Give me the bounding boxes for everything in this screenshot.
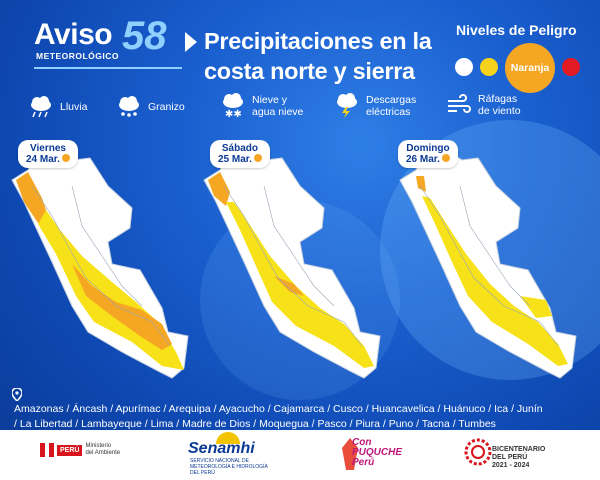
bicentenario-emblem-icon bbox=[464, 438, 492, 466]
day-name: Domingo bbox=[406, 143, 450, 154]
ministry-label: Ministerio del Ambiente bbox=[85, 443, 120, 457]
orange-zone bbox=[72, 264, 172, 350]
legend-label: Ráfagas de viento bbox=[478, 93, 521, 117]
day-date: 26 Mar. bbox=[406, 154, 440, 165]
puquche-line1: Con bbox=[352, 437, 372, 448]
arrow-icon bbox=[185, 32, 197, 52]
hail-cloud-icon bbox=[119, 96, 139, 117]
puquche-logo: Con PUQUCHE Perú bbox=[352, 438, 402, 468]
day-date: 25 Mar. bbox=[218, 154, 252, 165]
header-divider bbox=[34, 67, 182, 69]
headline-line2: costa norte y sierra bbox=[204, 58, 415, 84]
legend-wind: Ráfagas de viento bbox=[446, 93, 521, 117]
legend-label-line2: agua nieve bbox=[252, 106, 304, 118]
affected-regions: Amazonas / Áncash / Apurímac / Arequipa … bbox=[14, 402, 594, 432]
danger-levels-title: Niveles de Peligro bbox=[456, 22, 577, 38]
legend-snow: ✱✱ Nieve y agua nieve bbox=[220, 93, 303, 119]
ministry-line2: del Ambiente bbox=[85, 450, 121, 456]
sun-icon bbox=[61, 154, 70, 162]
bicentenario-line1: BICENTENARIO bbox=[492, 446, 546, 453]
region-border bbox=[459, 185, 531, 307]
peru-ministry-logo: PERÚ Ministerio del Ambiente bbox=[40, 443, 120, 457]
day-name: Sábado bbox=[221, 143, 259, 154]
day-date: 24 Mar. bbox=[26, 154, 60, 165]
sun-icon bbox=[253, 154, 262, 162]
yellow-zone bbox=[226, 202, 374, 368]
region-border bbox=[419, 185, 559, 347]
legend-label-line1: Descargas bbox=[366, 94, 417, 106]
headline-line1: Precipitaciones en la bbox=[204, 28, 432, 54]
level-yellow-dot bbox=[480, 58, 498, 76]
senamhi-logo: Senamhi bbox=[188, 440, 255, 457]
regions-line1: Amazonas / Áncash / Apurímac / Arequipa … bbox=[14, 403, 543, 415]
region-border bbox=[223, 185, 363, 347]
peru-label: PERÚ bbox=[57, 444, 83, 456]
orange-zone bbox=[208, 172, 230, 206]
bicentenario-line2: DEL PERÚ bbox=[492, 454, 528, 461]
legend-label: Nieve y agua nieve bbox=[252, 94, 303, 118]
aviso-subtitle: METEOROLÓGICO bbox=[36, 51, 119, 61]
day-badge-sabado: Sábado 25 Mar. bbox=[210, 140, 270, 168]
sun-icon bbox=[441, 154, 450, 162]
location-pin-icon bbox=[12, 388, 22, 401]
puquche-line3: Perú bbox=[352, 457, 375, 468]
ministry-line1: Ministerio bbox=[85, 443, 112, 449]
level-orange-active: Naranja bbox=[505, 43, 555, 93]
legend-label: Descargas eléctricas bbox=[366, 94, 416, 118]
bicentenario-line3: 2021 - 2024 bbox=[492, 462, 530, 469]
headline: Precipitaciones en la costa norte y sier… bbox=[204, 26, 432, 86]
bicentenario-label: BICENTENARIO DEL PERÚ 2021 - 2024 bbox=[492, 446, 545, 470]
lightning-cloud-icon bbox=[337, 93, 357, 118]
puquche-mascot-icon bbox=[342, 438, 358, 470]
puquche-line2: PUQUCHE bbox=[352, 447, 403, 458]
regions-line2: / La Libertad / Lambayeque / Lima / Madr… bbox=[14, 418, 496, 430]
svg-text:✱✱: ✱✱ bbox=[225, 109, 242, 119]
legend-label: Granizo bbox=[148, 101, 185, 113]
day-name: Viernes bbox=[29, 143, 66, 154]
yellow-zone bbox=[422, 196, 568, 366]
footer-bar bbox=[0, 430, 600, 480]
region-border bbox=[263, 185, 335, 307]
level-white-dot bbox=[455, 58, 473, 76]
legend-label-line2: eléctricas bbox=[366, 106, 411, 118]
peru-shield-icon bbox=[40, 443, 54, 457]
senamhi-sun-icon bbox=[216, 432, 240, 444]
legend-hail: Granizo bbox=[116, 96, 185, 118]
level-red-dot bbox=[562, 58, 580, 76]
region-border bbox=[71, 185, 143, 307]
day-badge-viernes: Viernes 24 Mar. bbox=[18, 140, 78, 168]
legend-label-line1: Nieve y bbox=[252, 94, 288, 106]
legend-rain: Lluvia bbox=[28, 96, 87, 118]
yellow-zone bbox=[520, 296, 552, 318]
snow-cloud-icon: ✱✱ bbox=[223, 93, 243, 119]
wind-icon bbox=[448, 94, 471, 113]
legend-label-line1: Ráfagas bbox=[478, 93, 518, 105]
region-border bbox=[31, 185, 171, 347]
orange-zone bbox=[16, 172, 46, 226]
aviso-title: Aviso bbox=[34, 18, 113, 51]
senamhi-subtitle: SERVICIO NACIONAL DE METEOROLOGÍA E HIDR… bbox=[190, 458, 268, 476]
day-badge-domingo: Domingo 26 Mar. bbox=[398, 140, 458, 168]
legend-label: Lluvia bbox=[60, 101, 88, 113]
map-domingo bbox=[399, 145, 577, 379]
orange-zone bbox=[416, 176, 426, 192]
map-sabado bbox=[203, 145, 381, 379]
legend-label-line2: de viento bbox=[478, 105, 521, 117]
aviso-number: 58 bbox=[122, 14, 167, 58]
legend-lightning: Descargas eléctricas bbox=[334, 93, 416, 119]
map-viernes bbox=[11, 145, 189, 379]
rain-cloud-icon bbox=[31, 96, 51, 118]
